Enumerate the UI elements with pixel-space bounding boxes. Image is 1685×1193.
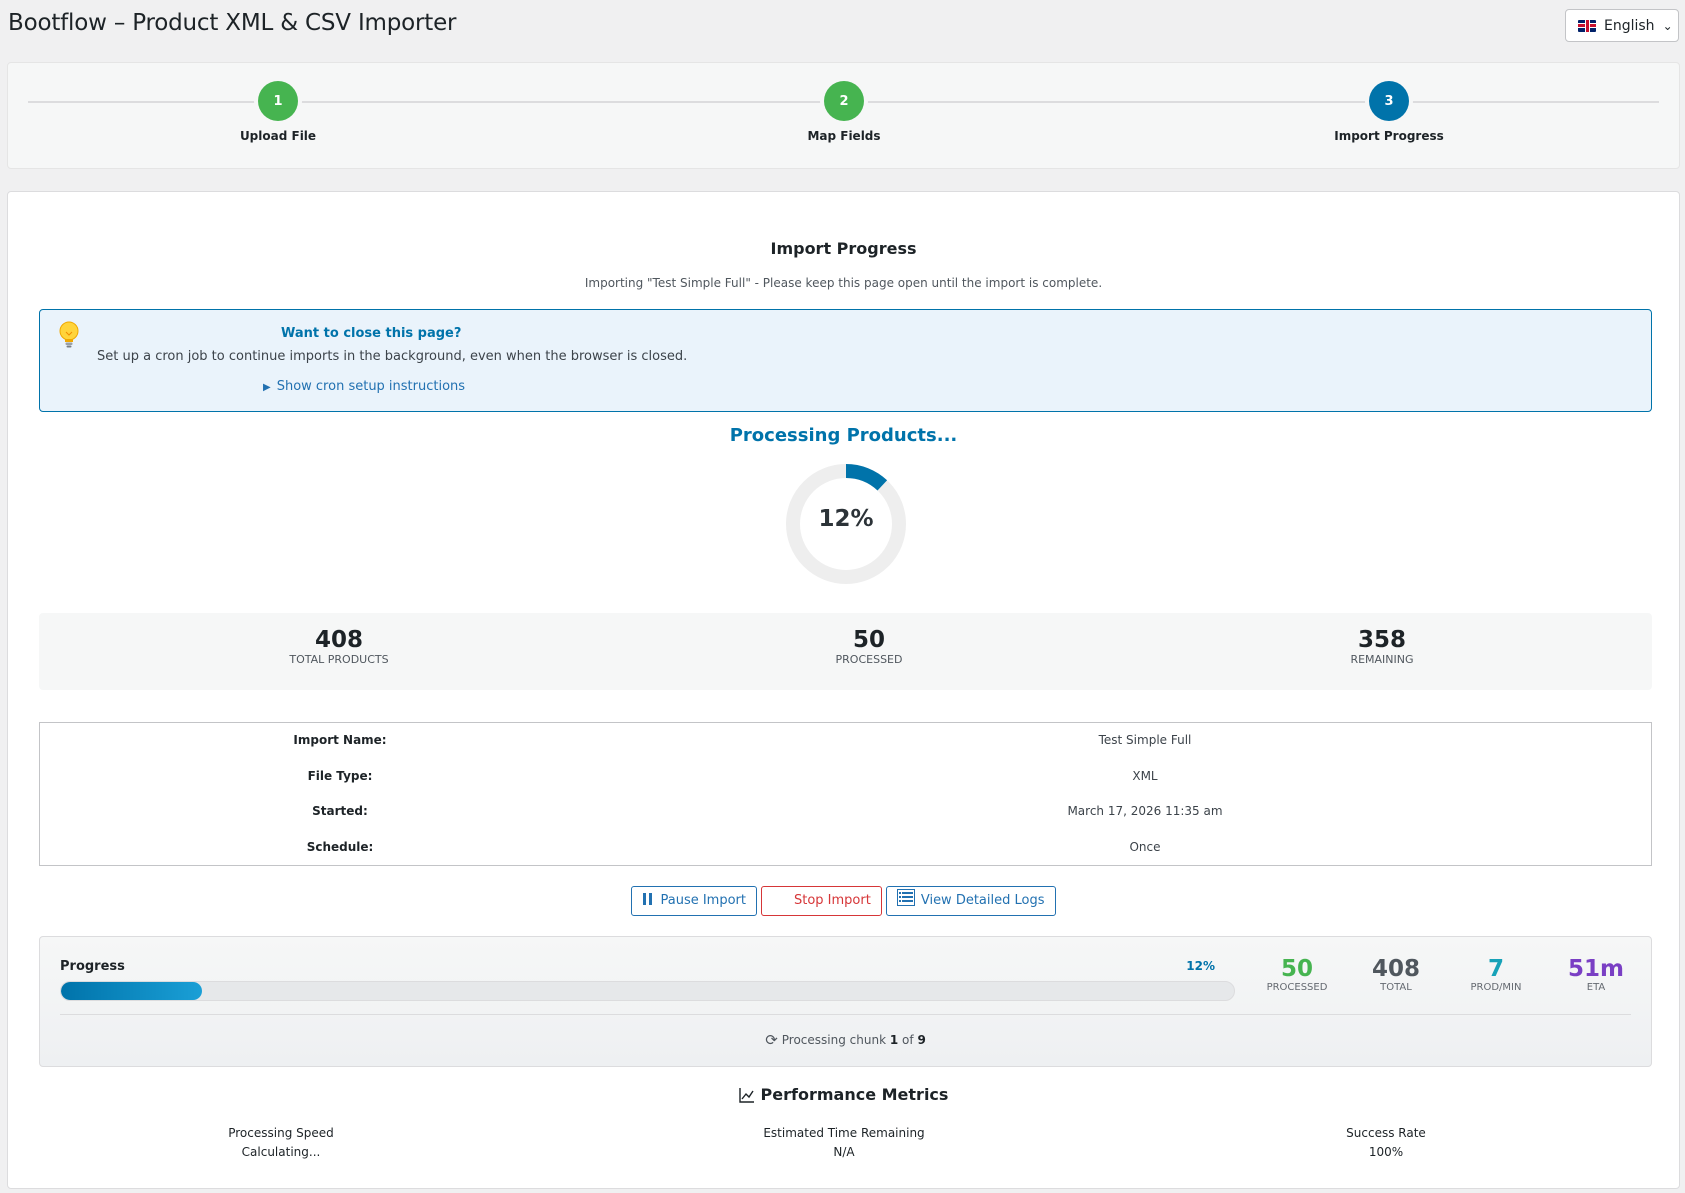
progress-bar (60, 981, 1235, 1001)
stat-value: 358 (1357, 627, 1406, 653)
metric-label: TOTAL (1380, 982, 1412, 993)
perf-label: Success Rate (1346, 1126, 1426, 1140)
cron-notice: Want to close this page? Set up a cron j… (39, 309, 1652, 412)
pause-icon (643, 893, 653, 905)
metric-label: PROCESSED (1266, 982, 1328, 993)
stat-label: PROCESSED (835, 653, 903, 666)
import-details-table: Import Name: Test Simple Full File Type:… (39, 722, 1652, 866)
perf-processing-speed: Processing Speed Calculating... (151, 1124, 411, 1162)
detail-key: Import Name: (293, 733, 387, 747)
stop-import-label: Stop Import (794, 893, 871, 908)
progress-divider (60, 1014, 1631, 1015)
metric-value: 408 (1371, 956, 1420, 982)
import-actions: Pause Import Stop Import View Detailed L… (8, 886, 1679, 916)
stat-processed: 50 PROCESSED (759, 627, 979, 666)
detail-value: Test Simple Full (1098, 733, 1192, 747)
stat-value: 408 (314, 627, 363, 653)
metric-processed: 50 PROCESSED (1247, 956, 1347, 993)
chunk-status: ⟳ Processing chunk 1 of 9 (40, 1031, 1651, 1049)
stats-summary: 408 TOTAL PRODUCTS 50 PROCESSED 358 REMA… (39, 613, 1652, 690)
page-subtitle: Importing "Test Simple Full" - Please ke… (584, 276, 1103, 290)
notice-title: Want to close this page? (281, 326, 462, 341)
metric-prod-per-min: 7 PROD/MIN (1446, 956, 1546, 993)
metric-eta: 51m ETA (1546, 956, 1646, 993)
metric-value: 51m (1568, 956, 1624, 982)
import-stepper: 1 Upload File 2 Map Fields 3 Import Prog… (7, 62, 1680, 169)
notice-text: Set up a cron job to continue imports in… (97, 349, 688, 364)
metric-label: PROD/MIN (1470, 982, 1522, 993)
page-title: Import Progress (770, 239, 917, 258)
step-upload-file[interactable]: 1 Upload File (198, 81, 358, 143)
stat-total-products: 408 TOTAL PRODUCTS (229, 627, 449, 666)
detail-value: Once (1129, 840, 1161, 854)
stop-import-button[interactable]: Stop Import (761, 886, 882, 916)
detail-key: Started: (312, 804, 368, 818)
donut-fill (786, 464, 906, 584)
detail-value: March 17, 2026 11:35 am (1067, 804, 1223, 818)
language-label: English (1604, 17, 1655, 34)
step-label: Import Progress (1334, 129, 1444, 143)
performance-metrics-heading: Performance Metrics (8, 1085, 1679, 1104)
perf-label: Processing Speed (228, 1126, 334, 1140)
detail-value: XML (1132, 769, 1158, 783)
detail-key: Schedule: (306, 840, 374, 854)
metric-value: 50 (1280, 956, 1313, 982)
chevron-down-icon: ⌄ (1662, 18, 1673, 33)
lightbulb-icon (59, 321, 79, 348)
processing-heading: Processing Products... (729, 425, 958, 446)
metric-value: 7 (1487, 956, 1504, 982)
progress-label: Progress (60, 959, 125, 974)
progress-percent: 12% (1186, 959, 1215, 973)
pause-import-button[interactable]: Pause Import (631, 886, 757, 916)
detail-row-started: Started: March 17, 2026 11:35 am (40, 804, 1651, 824)
app-title: Bootflow – Product XML & CSV Importer (8, 10, 457, 36)
step-map-fields[interactable]: 2 Map Fields (764, 81, 924, 143)
progress-donut: 12% (784, 462, 908, 586)
chunk-total: 9 (917, 1033, 926, 1047)
step-number: 2 (824, 81, 864, 121)
view-logs-label: View Detailed Logs (920, 893, 1045, 908)
perf-value: Calculating... (241, 1145, 321, 1159)
performance-title: Performance Metrics (760, 1085, 949, 1104)
step-label: Upload File (239, 129, 317, 143)
step-import-progress[interactable]: 3 Import Progress (1309, 81, 1469, 143)
stat-label: REMAINING (1350, 653, 1414, 666)
stat-label: TOTAL PRODUCTS (289, 653, 389, 666)
stat-value: 50 (852, 627, 885, 653)
detail-row-import-name: Import Name: Test Simple Full (40, 733, 1651, 753)
perf-value: N/A (833, 1145, 855, 1159)
import-progress-card: Import Progress Importing "Test Simple F… (7, 191, 1680, 1189)
metric-total: 408 TOTAL (1346, 956, 1446, 993)
perf-success-rate: Success Rate 100% (1256, 1124, 1516, 1162)
chunk-current: 1 (889, 1033, 899, 1047)
step-label: Map Fields (807, 129, 881, 143)
metric-label: ETA (1586, 982, 1606, 993)
perf-time-remaining: Estimated Time Remaining N/A (714, 1124, 974, 1162)
cron-instructions-label: Show cron setup instructions (276, 379, 466, 394)
chunk-of: of (902, 1033, 914, 1047)
list-view-icon (896, 889, 915, 906)
detail-key: File Type: (307, 769, 373, 783)
chart-line-icon (738, 1088, 754, 1103)
language-selector[interactable]: English ⌄ (1565, 9, 1679, 42)
perf-value: 100% (1368, 1145, 1404, 1159)
step-number: 1 (258, 81, 298, 121)
uk-flag-icon (1578, 19, 1596, 32)
detail-row-schedule: Schedule: Once (40, 840, 1651, 860)
pause-import-label: Pause Import (660, 893, 746, 908)
chunk-prefix: Processing chunk (781, 1033, 887, 1047)
cron-instructions-toggle[interactable]: ▶ Show cron setup instructions (263, 379, 465, 394)
triangle-right-icon: ▶ (263, 382, 271, 393)
donut-percent: 12% (818, 506, 874, 532)
stat-remaining: 358 REMAINING (1272, 627, 1492, 666)
perf-label: Estimated Time Remaining (763, 1126, 925, 1140)
progress-panel: Progress 12% 50 PROCESSED 408 TOTAL 7 PR… (39, 936, 1652, 1067)
view-logs-button[interactable]: View Detailed Logs (885, 886, 1056, 916)
detail-row-file-type: File Type: XML (40, 769, 1651, 789)
sync-icon: ⟳ (765, 1031, 778, 1049)
step-number: 3 (1369, 81, 1409, 121)
progress-bar-fill (61, 982, 202, 1000)
